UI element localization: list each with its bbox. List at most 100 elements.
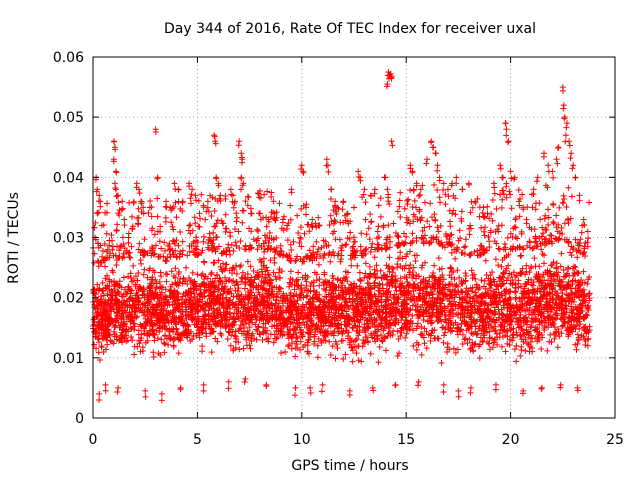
data-point xyxy=(569,193,575,199)
data-point xyxy=(439,360,445,366)
data-point xyxy=(478,225,484,231)
data-point xyxy=(113,262,119,268)
data-point xyxy=(555,344,561,350)
data-point xyxy=(295,269,301,275)
data-point xyxy=(164,271,170,277)
data-point xyxy=(223,229,229,235)
data-point xyxy=(396,350,402,356)
data-point xyxy=(518,252,524,258)
data-point xyxy=(505,235,511,241)
data-point xyxy=(117,244,123,250)
data-point xyxy=(151,354,157,360)
data-point xyxy=(427,338,433,344)
chart-title: Day 344 of 2016, Rate Of TEC Index for r… xyxy=(164,21,536,37)
data-point xyxy=(94,210,100,216)
data-point xyxy=(278,350,284,356)
data-point xyxy=(518,347,524,353)
data-point xyxy=(478,277,484,283)
data-point xyxy=(368,351,374,357)
data-point xyxy=(443,312,449,318)
data-point xyxy=(463,273,469,279)
data-point xyxy=(527,239,533,245)
data-point xyxy=(230,278,236,284)
data-point xyxy=(412,198,418,204)
data-point xyxy=(397,288,403,294)
data-point xyxy=(377,344,383,350)
data-point xyxy=(484,204,490,210)
data-point xyxy=(273,276,279,282)
data-point xyxy=(277,200,283,206)
data-point xyxy=(440,340,446,346)
data-point xyxy=(104,231,110,237)
data-point xyxy=(141,236,147,242)
data-point xyxy=(208,271,214,277)
data-point xyxy=(292,354,298,360)
data-point xyxy=(430,270,436,276)
data-point xyxy=(248,346,254,352)
data-point xyxy=(512,224,518,230)
data-point xyxy=(315,215,321,221)
data-point xyxy=(282,349,288,355)
data-point xyxy=(163,204,169,210)
data-point xyxy=(385,198,391,204)
data-point xyxy=(404,198,410,204)
data-point xyxy=(131,199,137,205)
data-point xyxy=(497,246,503,252)
data-point xyxy=(536,200,542,206)
data-point xyxy=(248,205,254,211)
data-point xyxy=(545,206,551,212)
data-point xyxy=(395,209,401,215)
data-point xyxy=(357,277,363,283)
data-point xyxy=(410,343,416,349)
data-point xyxy=(147,198,153,204)
data-point xyxy=(337,259,343,265)
data-point xyxy=(358,244,364,250)
data-point xyxy=(171,344,177,350)
data-point xyxy=(234,271,240,277)
data-point xyxy=(372,254,378,260)
data-point xyxy=(251,268,257,274)
data-point xyxy=(327,259,333,265)
data-point xyxy=(512,346,518,352)
data-point xyxy=(157,238,163,244)
data-point xyxy=(434,187,440,193)
data-point xyxy=(452,276,458,282)
data-point xyxy=(145,210,151,216)
data-point xyxy=(418,324,424,330)
data-point xyxy=(152,232,158,238)
data-point xyxy=(244,342,250,348)
data-point xyxy=(316,262,322,268)
data-point xyxy=(467,231,473,237)
data-point xyxy=(486,238,492,244)
data-point xyxy=(517,253,523,259)
data-point xyxy=(199,343,205,349)
data-point xyxy=(209,349,215,355)
data-point xyxy=(459,208,465,214)
data-point xyxy=(499,205,505,211)
data-point xyxy=(411,188,417,194)
data-point xyxy=(264,188,270,194)
data-point xyxy=(516,187,522,193)
data-point xyxy=(375,223,381,229)
data-point xyxy=(161,239,167,245)
data-point xyxy=(134,278,140,284)
data-point xyxy=(120,234,126,240)
data-point xyxy=(315,354,321,360)
data-point xyxy=(415,320,421,326)
data-point xyxy=(195,271,201,277)
data-points xyxy=(90,69,593,403)
data-point xyxy=(426,223,432,229)
data-point xyxy=(490,197,496,203)
data-point xyxy=(342,242,348,248)
data-point xyxy=(441,332,447,338)
data-point xyxy=(452,256,458,262)
data-point xyxy=(113,228,119,234)
data-point xyxy=(366,225,372,231)
data-point xyxy=(109,238,115,244)
data-point xyxy=(553,212,559,218)
data-point xyxy=(492,190,498,196)
data-point xyxy=(245,259,251,265)
data-point xyxy=(571,270,577,276)
data-point xyxy=(131,351,137,357)
data-point xyxy=(403,331,409,337)
